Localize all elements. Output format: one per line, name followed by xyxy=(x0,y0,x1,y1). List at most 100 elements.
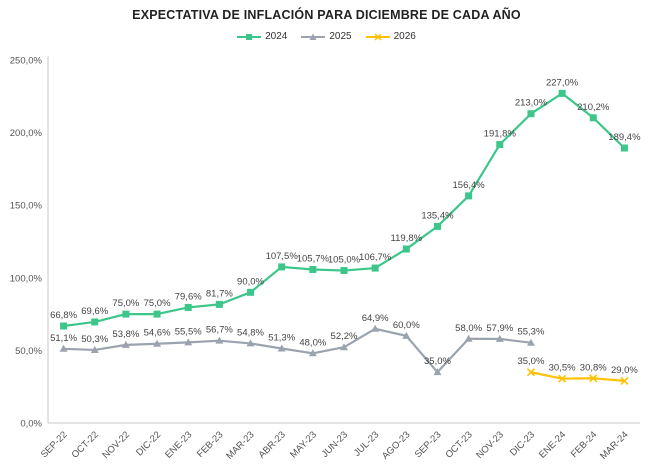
data-point-2024 xyxy=(402,245,410,253)
data-label-2024: 90,0% xyxy=(237,276,264,287)
data-point-2024 xyxy=(496,141,504,149)
data-label-2025: 64,9% xyxy=(362,313,389,324)
data-point-2024 xyxy=(371,264,379,272)
x-tick-label: ENE-24 xyxy=(537,429,568,460)
legend-label-2025: 2025 xyxy=(329,31,352,42)
legend-label-2026: 2026 xyxy=(393,31,416,42)
data-label-2024: 213,0% xyxy=(515,98,548,109)
data-label-2025: 51,3% xyxy=(268,333,295,344)
data-point-2024 xyxy=(247,288,255,296)
data-point-2024 xyxy=(309,266,317,274)
legend-item-2026: 2026 xyxy=(365,31,416,42)
data-label-2025: 52,2% xyxy=(331,331,358,342)
data-point-2025 xyxy=(371,324,380,332)
x-tick-label: SEP-23 xyxy=(413,429,444,460)
x-tick-label: DIC-23 xyxy=(508,429,537,458)
x-tick-label: NOV-23 xyxy=(474,429,506,461)
data-point-2024 xyxy=(122,310,130,318)
y-tick-label: 100,0% xyxy=(10,273,43,284)
data-point-2024 xyxy=(620,144,628,152)
data-label-2026: 30,8% xyxy=(580,362,607,373)
data-point-2024 xyxy=(465,192,473,200)
data-label-2025: 50,3% xyxy=(81,334,108,345)
data-label-2024: 75,0% xyxy=(144,298,171,309)
x-tick-label: FEB-23 xyxy=(195,429,226,460)
data-point-2025 xyxy=(59,344,68,352)
legend-swatch-2024 xyxy=(237,33,262,40)
data-label-2025: 35,0% xyxy=(424,356,451,367)
x-tick-label: ABR-23 xyxy=(257,429,288,460)
data-label-2025: 53,8% xyxy=(112,329,139,340)
data-point-2025 xyxy=(464,334,473,342)
data-label-2024: 119,8% xyxy=(391,233,423,244)
y-tick-label: 150,0% xyxy=(10,201,43,212)
data-label-2024: 69,6% xyxy=(81,306,108,317)
data-label-2025: 56,7% xyxy=(206,325,233,336)
y-tick-label: 200,0% xyxy=(10,128,43,139)
data-point-2025 xyxy=(433,368,442,376)
legend-label-2024: 2024 xyxy=(265,31,288,42)
data-point-2024 xyxy=(527,110,535,118)
data-label-2025: 55,3% xyxy=(517,327,544,338)
data-point-2025 xyxy=(526,338,535,346)
legend-item-2024: 2024 xyxy=(237,31,287,42)
x-tick-label: SEP-22 xyxy=(39,429,70,460)
x-tick-label: NOV-22 xyxy=(100,429,132,461)
data-label-2025: 54,6% xyxy=(144,328,171,339)
data-label-2025: 51,1% xyxy=(50,333,77,344)
chart-title: EXPECTATIVA DE INFLACIÓN PARA DICIEMBRE … xyxy=(132,8,521,22)
data-label-2024: 105,7% xyxy=(297,254,330,265)
data-label-2024: 79,6% xyxy=(175,291,202,302)
data-label-2024: 189,4% xyxy=(608,132,641,143)
x-tick-label: DIC-22 xyxy=(134,429,163,458)
data-label-2024: 191,8% xyxy=(484,129,517,140)
data-label-2024: 81,7% xyxy=(206,288,233,299)
data-point-2025 xyxy=(246,339,255,347)
x-tick-label: JUN-23 xyxy=(320,429,351,460)
data-label-2026: 30,5% xyxy=(549,363,576,374)
x-tick-label: OCT-22 xyxy=(70,429,101,460)
data-point-2025 xyxy=(153,339,162,347)
data-point-2025 xyxy=(308,349,317,357)
data-point-2024 xyxy=(433,222,441,230)
y-tick-label: 50,0% xyxy=(15,346,42,357)
data-point-2025 xyxy=(277,344,286,352)
data-label-2025: 48,0% xyxy=(299,337,326,348)
x-tick-label: MAR-24 xyxy=(598,429,630,461)
data-label-2025: 57,9% xyxy=(486,323,513,334)
x-tick-label: OCT-23 xyxy=(443,429,474,460)
data-point-2024 xyxy=(558,89,566,97)
data-point-2024 xyxy=(589,114,597,122)
y-tick-label: 250,0% xyxy=(10,56,43,67)
data-point-2025 xyxy=(90,345,99,353)
data-point-2025 xyxy=(402,331,411,339)
x-tick-label: MAR-23 xyxy=(224,429,256,461)
data-point-2025 xyxy=(121,340,130,348)
data-point-2026 xyxy=(620,376,629,385)
legend-swatch-2026 xyxy=(365,32,390,41)
data-point-2025 xyxy=(184,338,193,346)
legend-item-2025: 2025 xyxy=(301,31,352,42)
data-point-2024 xyxy=(184,303,192,311)
y-tick-label: 0,0% xyxy=(20,419,42,430)
data-label-2024: 75,0% xyxy=(112,298,139,309)
x-tick-label: ENE-23 xyxy=(163,429,194,460)
data-label-2024: 107,5% xyxy=(266,251,299,262)
data-label-2024: 227,0% xyxy=(546,77,579,88)
data-point-2026 xyxy=(526,368,536,377)
data-point-2024 xyxy=(215,300,223,308)
data-label-2026: 29,0% xyxy=(611,365,638,376)
data-point-2025 xyxy=(340,343,348,351)
data-point-2024 xyxy=(278,263,286,271)
data-label-2024: 105,0% xyxy=(328,255,361,266)
data-point-2024 xyxy=(153,310,161,318)
legend: 2024 2025 2026 xyxy=(0,31,653,42)
x-tick-label: AGO-23 xyxy=(380,429,412,461)
x-tick-label: JUL-23 xyxy=(352,429,381,458)
series-line-2025 xyxy=(63,327,532,374)
data-point-2026 xyxy=(589,374,598,383)
data-label-2025: 58,0% xyxy=(455,323,482,334)
data-point-2026 xyxy=(558,374,567,383)
data-label-2024: 135,4% xyxy=(421,210,454,221)
